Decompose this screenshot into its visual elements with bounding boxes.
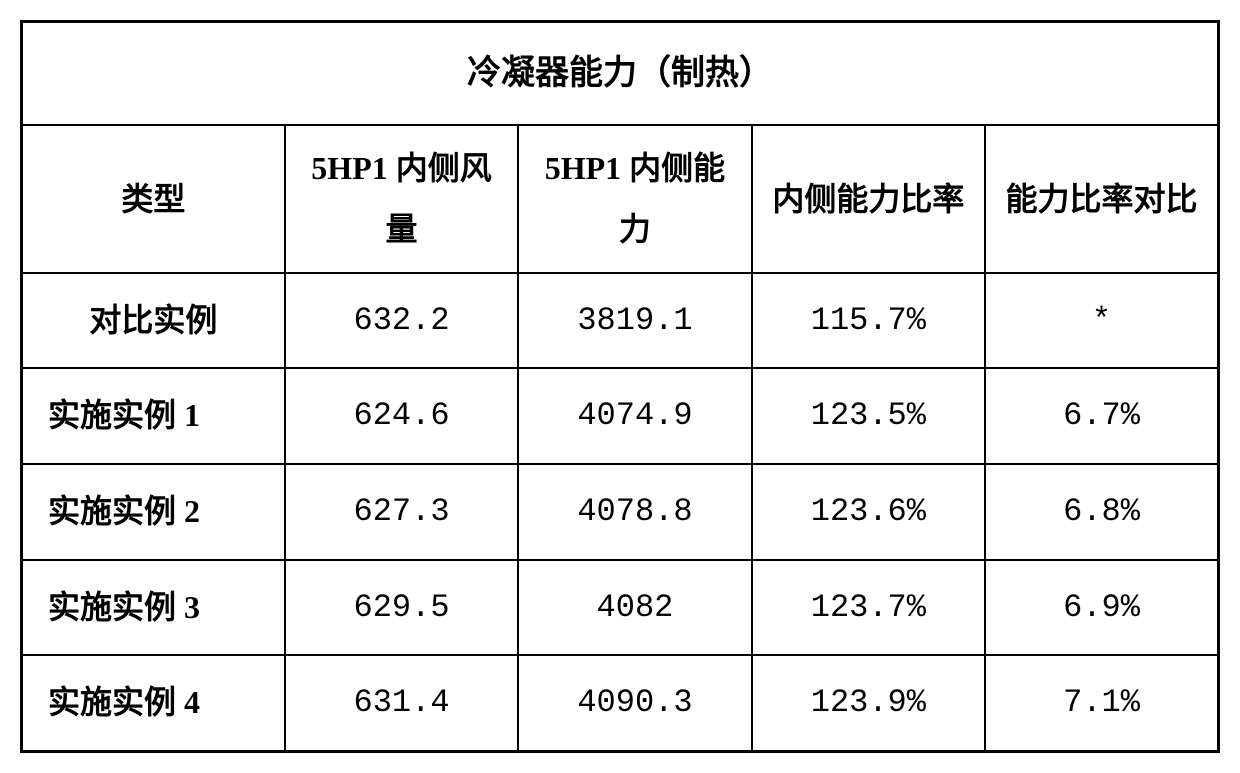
row-label: 实施实例 3 [22,560,285,656]
cell-comparison: 6.9% [985,560,1218,656]
table-row: 实施实例 3 629.5 4082 123.7% 6.9% [22,560,1219,656]
table-container: 冷凝器能力（制热） 类型 5HP1 内侧风量 5HP1 内侧能力 内侧能力比率 … [20,20,1220,753]
table-title: 冷凝器能力（制热） [22,22,1219,126]
cell-comparison: * [985,273,1218,369]
cell-airflow: 632.2 [285,273,518,369]
row-label: 对比实例 [22,273,285,369]
column-header-comparison: 能力比率对比 [985,125,1218,273]
table-body: 对比实例 632.2 3819.1 115.7% * 实施实例 1 624.6 … [22,273,1219,751]
column-header-airflow: 5HP1 内侧风量 [285,125,518,273]
cell-capacity: 4090.3 [518,655,751,751]
table-row: 实施实例 1 624.6 4074.9 123.5% 6.7% [22,368,1219,464]
cell-airflow: 631.4 [285,655,518,751]
cell-ratio: 123.5% [752,368,985,464]
cell-airflow: 624.6 [285,368,518,464]
cell-comparison: 6.8% [985,464,1218,560]
cell-airflow: 629.5 [285,560,518,656]
cell-capacity: 4082 [518,560,751,656]
column-header-type: 类型 [22,125,285,273]
cell-comparison: 7.1% [985,655,1218,751]
title-row: 冷凝器能力（制热） [22,22,1219,126]
cell-airflow: 627.3 [285,464,518,560]
header-row: 类型 5HP1 内侧风量 5HP1 内侧能力 内侧能力比率 能力比率对比 [22,125,1219,273]
column-header-ratio: 内侧能力比率 [752,125,985,273]
row-label: 实施实例 4 [22,655,285,751]
row-label: 实施实例 2 [22,464,285,560]
cell-comparison: 6.7% [985,368,1218,464]
table-row: 实施实例 2 627.3 4078.8 123.6% 6.8% [22,464,1219,560]
cell-ratio: 123.7% [752,560,985,656]
column-header-capacity: 5HP1 内侧能力 [518,125,751,273]
cell-ratio: 115.7% [752,273,985,369]
cell-ratio: 123.6% [752,464,985,560]
cell-capacity: 4074.9 [518,368,751,464]
row-label: 实施实例 1 [22,368,285,464]
condenser-capacity-table: 冷凝器能力（制热） 类型 5HP1 内侧风量 5HP1 内侧能力 内侧能力比率 … [20,20,1220,753]
table-row: 实施实例 4 631.4 4090.3 123.9% 7.1% [22,655,1219,751]
cell-ratio: 123.9% [752,655,985,751]
cell-capacity: 3819.1 [518,273,751,369]
table-row: 对比实例 632.2 3819.1 115.7% * [22,273,1219,369]
cell-capacity: 4078.8 [518,464,751,560]
